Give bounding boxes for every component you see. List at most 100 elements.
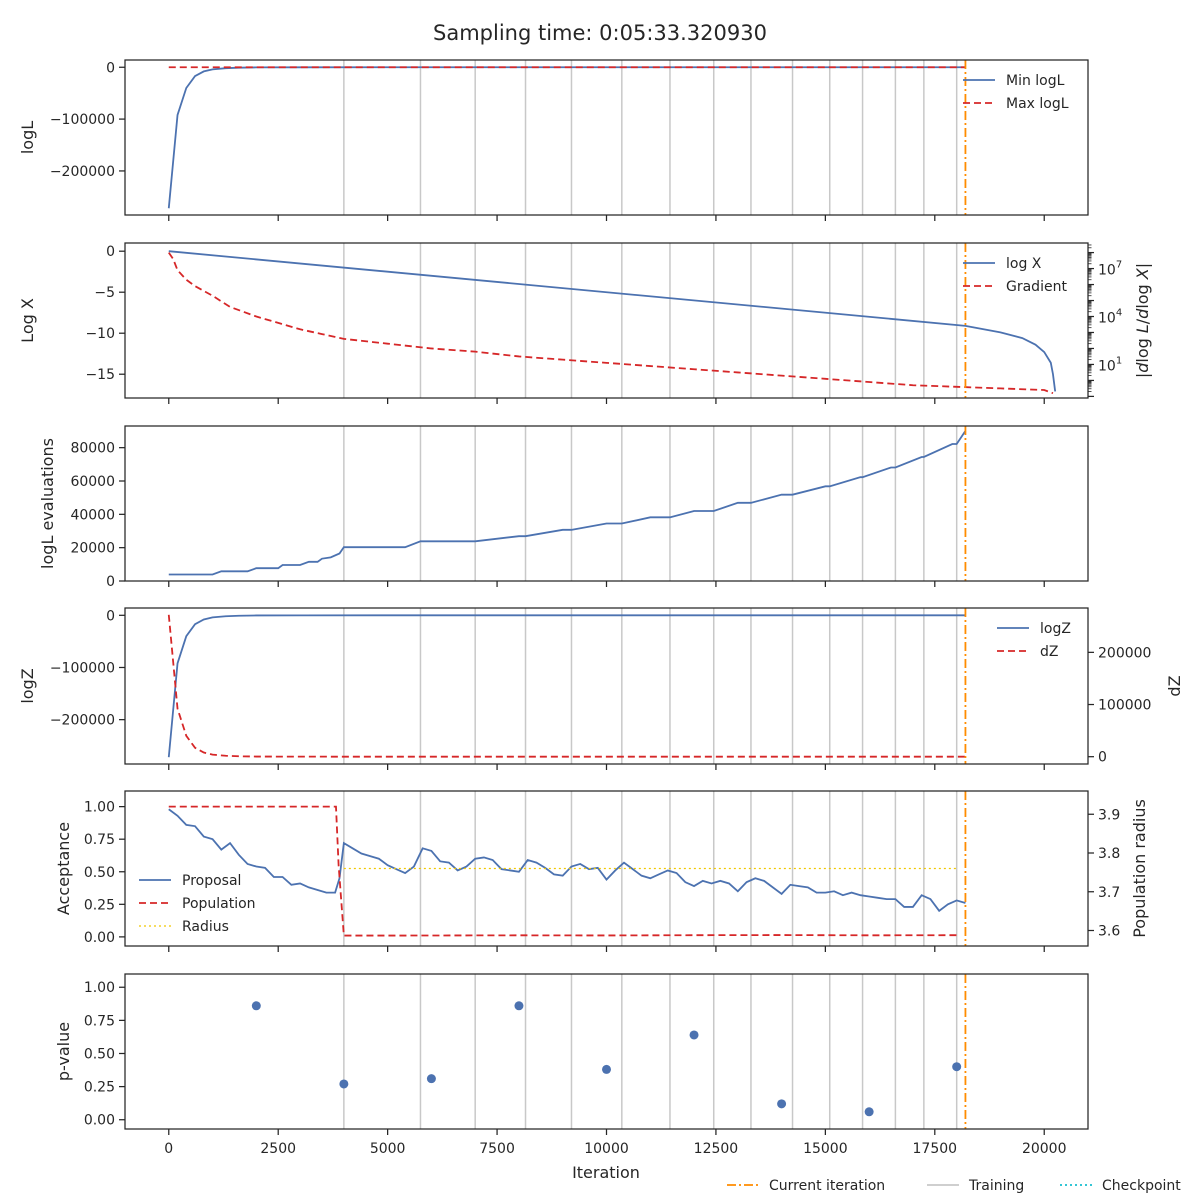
y-tick-label: 40000 (70, 507, 115, 523)
y-tick-label: 0.25 (84, 897, 115, 913)
right-y-axis-label: Population radius (1130, 799, 1149, 938)
training-lines (343, 243, 958, 398)
right-tick-label: 3.8 (1098, 846, 1120, 862)
y-tick-label: 0.50 (84, 1046, 115, 1062)
panel-3: 0 20000 40000 60000 80000 logL evaluations (38, 425, 1089, 590)
right-tick-label: 101 (1098, 355, 1122, 374)
legend-panel-2: log X Gradient (963, 256, 1067, 295)
figure-legend-label: Current iteration (769, 1178, 885, 1194)
legend-label: Max logL (1006, 96, 1069, 112)
plot-area: 0 −100000 −200000 logL 0 −5 −10 −15 Log X 107 104 1… (18, 59, 1184, 1194)
panel-4: 0 −100000 −200000 logZ 0 100000 200000 dZ (18, 607, 1184, 770)
x-tick-label: 17500 (913, 1141, 958, 1157)
right-tick-label: 0 (1098, 750, 1107, 766)
p-value-point (777, 1099, 787, 1109)
figure-title: Sampling time: 0:05:33.320930 (433, 21, 767, 45)
p-value-point (602, 1064, 611, 1074)
y-tick-label: −10 (85, 326, 115, 342)
y-axis-label: Acceptance (54, 822, 73, 915)
y-tick-label: 1.00 (84, 980, 115, 996)
y-tick-label: 80000 (70, 441, 115, 457)
x-tick-label: 12500 (694, 1141, 739, 1157)
y-tick-label: −100000 (50, 660, 115, 676)
series-group (168, 430, 967, 576)
y-tick-label: 0 (106, 60, 115, 76)
series-logz (167, 614, 966, 758)
series-group (167, 614, 966, 758)
p-value-point (426, 1074, 436, 1084)
right-tick-label: 3.6 (1098, 924, 1120, 940)
series-min-logl (167, 66, 966, 209)
y-axis-label: p-value (54, 1022, 73, 1081)
legend-panel-1: Min logL Max logL (963, 73, 1069, 112)
y-tick-label: 0.00 (84, 930, 115, 946)
panel-frame (124, 425, 1089, 582)
series-group (168, 805, 966, 937)
right-tick-label: 3.9 (1098, 807, 1120, 823)
panel-frame (124, 790, 1089, 947)
p-value-point (514, 1001, 524, 1011)
right-tick-label: 107 (1098, 260, 1122, 279)
legend-label: Proposal (182, 873, 241, 889)
y-axis-label: logL evaluations (38, 438, 57, 569)
y-tick-label: −100000 (50, 112, 115, 128)
right-y-axis-label: |dlog L/dlog X| (1133, 263, 1152, 378)
series-group (251, 1001, 962, 1117)
p-value-point (952, 1062, 962, 1072)
figure-legend-label: Checkpoint (1102, 1178, 1181, 1194)
figure-legend: Current iteration Training Checkpoint (727, 1178, 1181, 1194)
series-log-x (168, 250, 1057, 392)
y-tick-label: −200000 (50, 713, 115, 729)
y-tick-label: 60000 (70, 474, 115, 490)
panel-frame (124, 59, 1089, 216)
panel-frame (124, 607, 1089, 765)
legend-label: Radius (182, 919, 229, 935)
x-tick-label: 2500 (260, 1141, 296, 1157)
y-tick-label: 0 (106, 574, 115, 590)
training-lines (343, 60, 958, 215)
series-group (168, 250, 1057, 395)
y-tick-label: 0.75 (84, 832, 115, 848)
panel-1: 0 −100000 −200000 logL (18, 59, 1089, 221)
legend-label: Min logL (1006, 73, 1065, 89)
y-tick-label: 0 (106, 608, 115, 624)
y-axis-label: logZ (18, 668, 37, 703)
legend-panel-5: Proposal Population Radius (139, 873, 256, 935)
panel-6: 0 2500 5000 7500 10000 12500 15000 17500 20000 0.… (54, 973, 1089, 1157)
training-lines (343, 426, 958, 581)
y-axis-label: Log X (18, 298, 37, 343)
y-tick-label: 0.00 (84, 1113, 115, 1129)
y-tick-label: 0.50 (84, 865, 115, 881)
x-tick-label: 7500 (479, 1141, 515, 1157)
legend-label: Population (182, 896, 256, 912)
series-proposal (168, 808, 966, 913)
right-y-axis-label: dZ (1165, 675, 1184, 696)
x-tick-label: 0 (164, 1141, 173, 1157)
series-gradient (168, 252, 1054, 395)
right-tick-label: 100000 (1098, 698, 1151, 714)
series-logl-evaluations (168, 430, 967, 576)
y-tick-label: −200000 (50, 164, 115, 180)
figure-legend-label: Training (968, 1178, 1024, 1194)
x-tick-label: 20000 (1022, 1141, 1067, 1157)
right-tick-label: 104 (1098, 308, 1122, 327)
right-tick-label: 3.7 (1098, 885, 1120, 901)
training-lines (343, 608, 958, 764)
series-population (168, 805, 957, 937)
y-tick-label: −5 (94, 285, 115, 301)
y-tick-label: 0.75 (84, 1013, 115, 1029)
series-dz (167, 614, 966, 758)
x-tick-label: 5000 (370, 1141, 406, 1157)
series-group (167, 66, 966, 209)
y-tick-label: 0.25 (84, 1080, 115, 1096)
legend-label: logZ (1040, 621, 1071, 637)
y-tick-label: −15 (85, 367, 115, 383)
p-value-point (339, 1079, 349, 1089)
x-tick-label: 10000 (584, 1141, 629, 1157)
p-value-point (864, 1107, 874, 1117)
right-tick-label: 200000 (1098, 645, 1151, 661)
legend-label: Gradient (1006, 279, 1067, 295)
y-tick-label: 1.00 (84, 800, 115, 816)
panel-5: 0.00 0.25 0.50 0.75 1.00 Acceptance 3.6 3.7 3.8 3… (54, 790, 1149, 952)
